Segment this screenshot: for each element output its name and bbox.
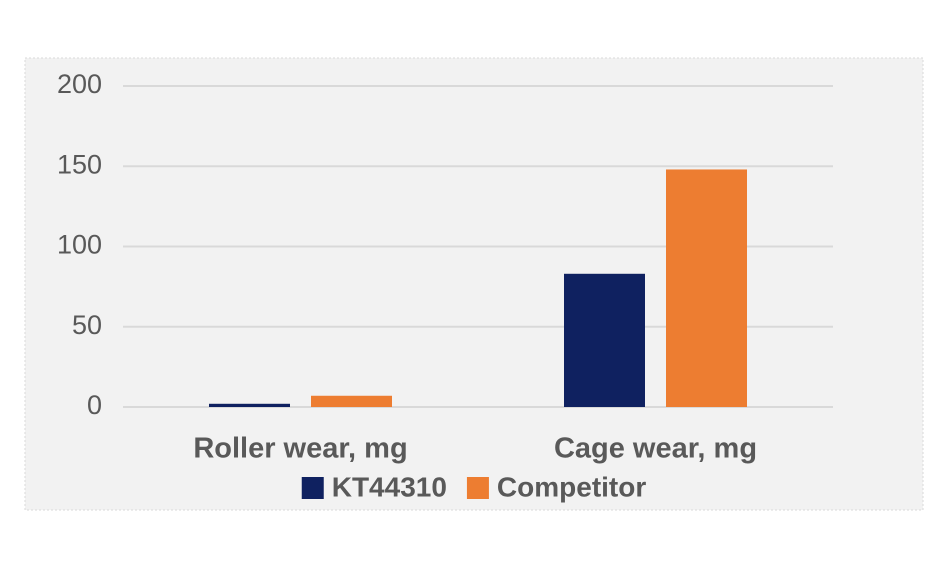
chart-panel (24, 57, 924, 511)
x-tick-label: Cage wear, mg (554, 433, 757, 465)
legend-swatch (301, 477, 324, 499)
y-tick-label: 0 (87, 390, 102, 420)
y-tick-label: 200 (57, 69, 102, 99)
y-tick-label: 150 (57, 149, 102, 179)
y-tick-label: 100 (57, 230, 102, 260)
x-tick-label: Roller wear, mg (193, 433, 407, 465)
y-tick-label: 50 (72, 310, 102, 340)
legend-label: Competitor (497, 471, 646, 502)
bar (209, 403, 290, 407)
legend-label: KT44310 (332, 471, 447, 502)
bar (564, 273, 645, 407)
legend-swatch (466, 477, 489, 499)
bar (666, 169, 747, 407)
bar (311, 395, 392, 407)
